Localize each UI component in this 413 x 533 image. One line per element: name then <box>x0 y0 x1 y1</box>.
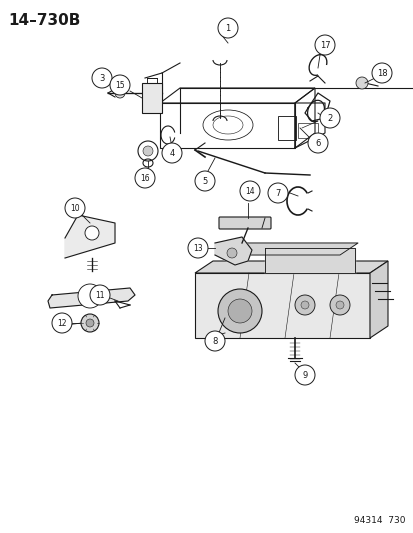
Text: 9: 9 <box>301 370 307 379</box>
Circle shape <box>78 284 102 308</box>
Circle shape <box>90 285 110 305</box>
Circle shape <box>161 143 182 163</box>
Text: 94314  730: 94314 730 <box>354 516 405 525</box>
Circle shape <box>204 331 224 351</box>
Circle shape <box>319 108 339 128</box>
Text: 1: 1 <box>225 23 230 33</box>
Text: 18: 18 <box>376 69 387 77</box>
Circle shape <box>300 301 308 309</box>
Circle shape <box>195 171 214 191</box>
Circle shape <box>218 289 261 333</box>
Text: 6: 6 <box>315 139 320 148</box>
Circle shape <box>228 299 252 323</box>
Text: 10: 10 <box>70 204 80 213</box>
Text: 3: 3 <box>99 74 104 83</box>
Circle shape <box>65 198 85 218</box>
Text: 4: 4 <box>169 149 174 157</box>
Text: 13: 13 <box>193 244 202 253</box>
Polygon shape <box>195 261 387 273</box>
Circle shape <box>138 141 158 161</box>
Bar <box>142 83 161 113</box>
Circle shape <box>329 295 349 315</box>
Circle shape <box>135 168 154 188</box>
Circle shape <box>371 63 391 83</box>
Circle shape <box>110 75 130 95</box>
Text: 14: 14 <box>244 187 254 196</box>
Circle shape <box>294 365 314 385</box>
Text: 12: 12 <box>57 319 66 327</box>
Circle shape <box>85 226 99 240</box>
Polygon shape <box>369 261 387 338</box>
FancyBboxPatch shape <box>218 217 271 229</box>
Circle shape <box>92 68 112 88</box>
Polygon shape <box>214 237 252 265</box>
Circle shape <box>86 319 94 327</box>
Polygon shape <box>219 243 357 255</box>
Text: 16: 16 <box>140 174 150 182</box>
Circle shape <box>52 313 72 333</box>
Text: 11: 11 <box>95 290 104 300</box>
Polygon shape <box>195 273 369 338</box>
Circle shape <box>240 181 259 201</box>
Text: 8: 8 <box>212 336 217 345</box>
Circle shape <box>294 295 314 315</box>
Circle shape <box>81 314 99 332</box>
Circle shape <box>307 133 327 153</box>
Text: 15: 15 <box>115 80 124 90</box>
Circle shape <box>188 238 207 258</box>
Bar <box>297 123 317 138</box>
Text: 7: 7 <box>275 189 280 198</box>
Circle shape <box>218 18 237 38</box>
Circle shape <box>335 301 343 309</box>
Circle shape <box>267 183 287 203</box>
Text: 17: 17 <box>319 41 330 50</box>
Circle shape <box>355 77 367 89</box>
Circle shape <box>226 248 236 258</box>
Circle shape <box>142 146 153 156</box>
Text: 2: 2 <box>327 114 332 123</box>
Polygon shape <box>264 248 354 273</box>
Text: 14–730B: 14–730B <box>8 13 80 28</box>
Polygon shape <box>65 215 115 258</box>
Circle shape <box>314 35 334 55</box>
Circle shape <box>115 88 125 98</box>
Polygon shape <box>48 288 135 308</box>
Bar <box>277 116 295 140</box>
Text: 5: 5 <box>202 176 207 185</box>
